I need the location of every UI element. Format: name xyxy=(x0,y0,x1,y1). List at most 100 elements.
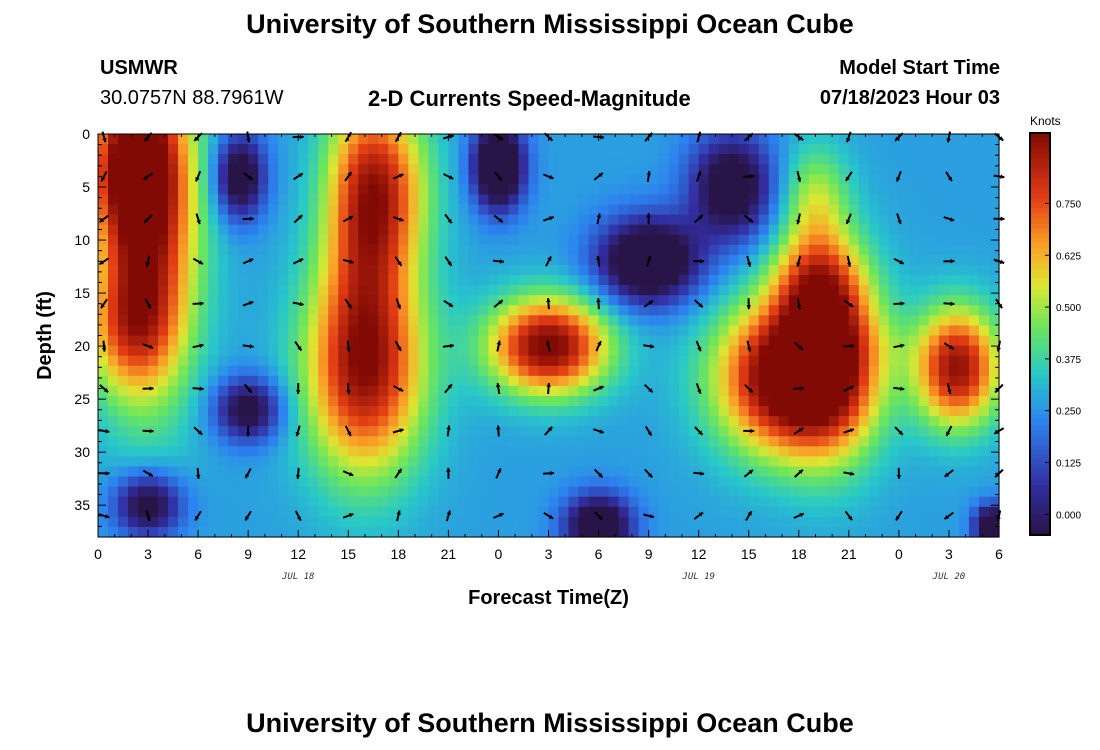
heatmap-cell xyxy=(528,416,540,427)
heatmap-cell xyxy=(288,426,299,437)
heatmap-cell xyxy=(718,214,730,226)
heatmap-cell xyxy=(388,234,399,246)
heatmap-cell xyxy=(908,426,920,437)
heatmap-cell xyxy=(368,305,379,316)
heatmap-cell xyxy=(658,275,670,286)
heatmap-cell xyxy=(938,516,950,528)
heatmap-cell xyxy=(588,436,600,447)
heatmap-cell xyxy=(748,224,760,236)
heatmap-cell xyxy=(778,264,790,276)
heatmap-cell xyxy=(538,224,550,236)
heatmap-cell xyxy=(488,174,500,185)
heatmap-cell xyxy=(888,486,900,498)
heatmap-cell xyxy=(828,436,840,447)
heatmap-cell xyxy=(198,184,209,196)
heatmap-cell xyxy=(708,224,720,236)
heatmap-cell xyxy=(518,456,530,468)
colorbar-swatch xyxy=(1030,158,1050,164)
heatmap-cell xyxy=(248,456,259,468)
heatmap-cell xyxy=(238,385,249,397)
heatmap-cell xyxy=(918,315,930,327)
heatmap-cell xyxy=(468,375,480,387)
current-arrow xyxy=(392,428,404,434)
heatmap-cell xyxy=(178,224,189,236)
heatmap-cell xyxy=(418,275,429,286)
x-tick-label: 0 xyxy=(495,546,503,562)
heatmap-cell xyxy=(298,325,309,337)
heatmap-cell xyxy=(438,244,449,256)
heatmap-cell xyxy=(718,446,730,457)
heatmap-cell xyxy=(698,446,710,457)
heatmap-cell xyxy=(618,456,630,468)
heatmap-cell xyxy=(238,406,249,417)
colorbar-swatch xyxy=(1030,308,1050,315)
heatmap-cell xyxy=(238,446,249,457)
current-arrow xyxy=(142,386,154,391)
heatmap-cell xyxy=(268,426,279,437)
heatmap-cell xyxy=(668,426,680,437)
heatmap-cell xyxy=(948,184,960,196)
heatmap-cell xyxy=(578,365,590,377)
heatmap-cell xyxy=(578,295,590,306)
heatmap-cell xyxy=(538,285,550,296)
heatmap-cell xyxy=(438,194,449,206)
heatmap-cell xyxy=(188,466,199,478)
heatmap-cell xyxy=(828,355,840,367)
heatmap-cell xyxy=(348,264,359,276)
heatmap-cell xyxy=(638,456,650,468)
heatmap-cell xyxy=(98,416,109,427)
heatmap-cell xyxy=(248,184,259,196)
heatmap-cell xyxy=(978,466,990,478)
heatmap-cell xyxy=(338,406,349,417)
heatmap-cell xyxy=(828,285,840,296)
heatmap-cell xyxy=(938,385,950,397)
heatmap-cell xyxy=(628,466,640,478)
heatmap-cell xyxy=(428,174,439,185)
heatmap-cell xyxy=(378,506,389,518)
heatmap-cell xyxy=(918,154,930,165)
heatmap-cell xyxy=(108,395,119,407)
heatmap-cell xyxy=(628,406,640,417)
heatmap-cell xyxy=(988,224,1000,236)
heatmap-cell xyxy=(418,285,429,296)
heatmap-cell xyxy=(278,154,289,165)
heatmap-cell xyxy=(938,254,950,266)
heatmap-cell xyxy=(938,355,950,367)
heatmap-cell xyxy=(418,295,429,306)
heatmap-cell xyxy=(958,214,970,226)
heatmap-cell xyxy=(358,476,369,488)
heatmap-cell xyxy=(838,204,850,216)
heatmap-cell xyxy=(768,214,780,226)
heatmap-cell xyxy=(98,164,109,175)
heatmap-cell xyxy=(368,164,379,175)
heatmap-cell xyxy=(518,345,530,357)
heatmap-cell xyxy=(628,395,640,407)
current-arrow xyxy=(394,468,403,479)
heatmap-cell xyxy=(488,214,500,226)
heatmap-cell xyxy=(638,264,650,276)
heatmap-cell xyxy=(408,486,419,498)
heatmap-cell xyxy=(448,496,459,508)
heatmap-cell xyxy=(138,446,149,457)
colorbar-swatch xyxy=(1030,419,1050,426)
heatmap-cell xyxy=(968,395,980,407)
heatmap-cell xyxy=(968,254,980,266)
heatmap-cell xyxy=(828,204,840,216)
heatmap-cell xyxy=(548,325,560,337)
heatmap-cell xyxy=(978,375,990,387)
current-arrow xyxy=(245,425,251,437)
heatmap-cell xyxy=(778,496,790,508)
heatmap-cell xyxy=(808,174,820,185)
heatmap-cell xyxy=(878,275,890,286)
heatmap-cell xyxy=(348,275,359,286)
heatmap-cell xyxy=(688,426,700,437)
heatmap-cell xyxy=(178,295,189,306)
heatmap-cell xyxy=(128,365,139,377)
heatmap-cell xyxy=(808,244,820,256)
heatmap-cell xyxy=(678,194,690,206)
heatmap-cell xyxy=(538,456,550,468)
heatmap-cell xyxy=(638,526,650,538)
current-arrow xyxy=(395,298,402,310)
heatmap-cell xyxy=(588,315,600,327)
heatmap-cell xyxy=(538,385,550,397)
